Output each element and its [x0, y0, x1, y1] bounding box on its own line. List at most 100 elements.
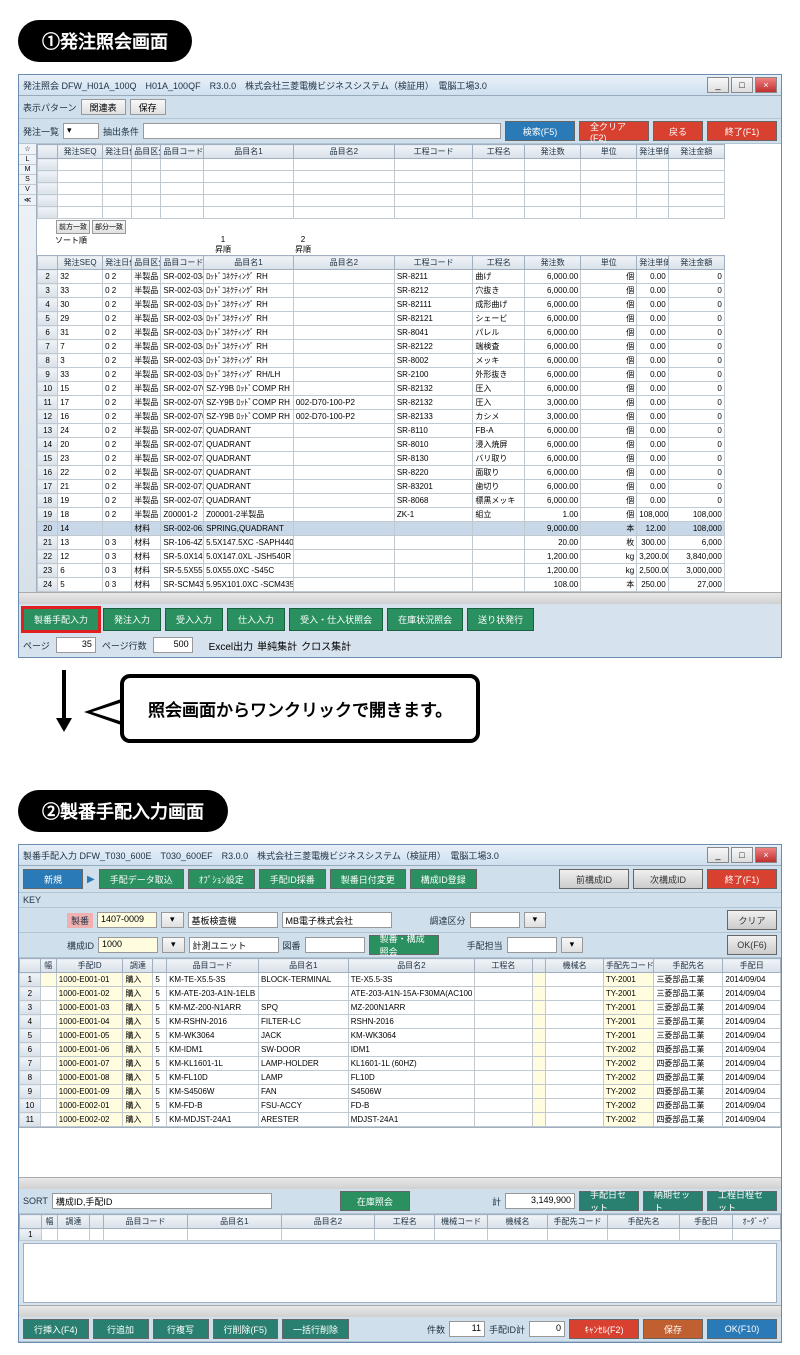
tantou-input[interactable] [507, 937, 557, 953]
row-edit-button[interactable]: 行追加 [93, 1319, 149, 1339]
top-button[interactable]: 製番日付変更 [330, 869, 406, 889]
ok-button-top[interactable]: OK(F6) [727, 935, 777, 955]
close-icon-2[interactable]: × [755, 847, 777, 863]
table-row[interactable]: 101000-E002-01購入5KM-FD-BFSU-ACCYFD-BTY-2… [20, 1099, 781, 1113]
table-row[interactable]: 830 2半製品SR-002-034-101ﾛｯﾄﾞｺﾈｸﾃｨﾝｸﾞ RHSR-… [38, 354, 781, 368]
action-button[interactable]: 製番手配入力 [23, 608, 99, 631]
col-header[interactable]: 発注数 [525, 256, 581, 270]
filter-input[interactable] [143, 123, 501, 139]
col-header[interactable]: 単位 [581, 256, 637, 270]
company-field[interactable]: MB電子株式会社 [282, 912, 392, 928]
col-header[interactable]: 発注金額 [668, 145, 724, 159]
clear-button-2[interactable]: クリア [727, 910, 777, 930]
action-button[interactable]: クロス集計 [301, 638, 351, 653]
table-row[interactable]: 81000-E001-08購入5KM-FL10DLAMPFL10DTY-2002… [20, 1071, 781, 1085]
col-header[interactable]: 調達 [123, 959, 153, 973]
top-button[interactable]: 構成ID登録 [410, 869, 477, 889]
table-row[interactable]: 11170 2半製品SR-002-070-100P2SZ-Y9B ﾛｯﾄﾞCOM… [38, 396, 781, 410]
action-button[interactable]: Excel出力 [209, 638, 253, 653]
list-dropdown[interactable]: ▾ [63, 123, 99, 139]
set-koutei-button[interactable]: 工程日程セット [707, 1191, 777, 1211]
row-edit-button[interactable]: 行挿入(F4) [23, 1319, 89, 1339]
tehai-grid[interactable]: 幅手配ID調達品目コード品目名1品目名2工程名機械名手配先コード手配先名手配日 … [19, 958, 781, 1127]
col-header[interactable]: 品目コード [103, 1215, 187, 1229]
col-header[interactable]: 手配先コード [603, 959, 654, 973]
side-M[interactable]: M [19, 165, 36, 175]
maximize-icon[interactable]: □ [731, 77, 753, 93]
col-header[interactable]: 工程名 [473, 145, 525, 159]
col-header[interactable]: 品目名2 [348, 959, 474, 973]
col-header[interactable]: 工程名 [473, 256, 525, 270]
table-row[interactable]: 11000-E001-01購入5KM-TE-X5.5-3SBLOCK-TERMI… [20, 973, 781, 987]
zaiko-button[interactable]: 在庫照会 [340, 1191, 410, 1211]
col-header[interactable] [532, 959, 546, 973]
hscroll-3[interactable] [19, 1305, 781, 1317]
col-header[interactable]: 調達 [58, 1215, 89, 1229]
save-button[interactable]: 保存 [643, 1319, 703, 1339]
action-button[interactable]: 仕入入力 [227, 608, 285, 631]
top-button[interactable]: ｵﾌﾟｼｮﾝ設定 [188, 869, 255, 889]
ok-button[interactable]: OK(F10) [707, 1319, 777, 1339]
col-header[interactable]: 発注日付区分 [103, 256, 132, 270]
table-row[interactable]: 71000-E001-07購入5KM-KL1601-1LLAMP-HOLDERK… [20, 1057, 781, 1071]
col-header[interactable]: 工程コード [394, 256, 473, 270]
desc-field[interactable]: 基板検査機 [188, 912, 278, 928]
col-header[interactable]: 品目名1 [259, 959, 349, 973]
unit-field[interactable]: 計測ユニット [189, 937, 279, 953]
seiban-input[interactable]: 1407-0009 [97, 912, 157, 928]
exit-button-2[interactable]: 終了(F1) [707, 869, 777, 889]
col-header[interactable] [153, 959, 167, 973]
table-row[interactable]: 16220 2半製品SR-002-072-020AQUADRANTSR-8220… [38, 466, 781, 480]
table-row[interactable]: 13240 2半製品SR-002-072-020AQUADRANTSR-8110… [38, 424, 781, 438]
table-row[interactable]: 770 2半製品SR-002-034-101ﾛｯﾄﾞｺﾈｸﾃｨﾝｸﾞ RHSR-… [38, 340, 781, 354]
col-header[interactable]: 発注単価 [637, 256, 668, 270]
col-header[interactable]: 幅 [40, 959, 56, 973]
tantou-lookup[interactable]: ▾ [561, 937, 584, 953]
page-value[interactable]: 35 [56, 637, 96, 653]
col-header[interactable] [20, 959, 41, 973]
order-grid[interactable]: 発注SEQ発注日付区分品目区分名品目コード品目名1品目名2工程コード工程名発注数… [37, 255, 781, 592]
search-button[interactable]: 検索(F5) [505, 121, 575, 141]
col-header[interactable]: 単位 [581, 145, 637, 159]
sort-col-1[interactable]: 1 昇順 [183, 235, 263, 255]
kousei-input[interactable]: 1000 [98, 937, 158, 953]
col-header[interactable]: 発注SEQ [58, 256, 103, 270]
tyousei-input[interactable] [470, 912, 520, 928]
col-header[interactable]: 品目名2 [293, 145, 394, 159]
col-header[interactable]: 手配先名 [654, 959, 723, 973]
col-header[interactable]: 品目コード [167, 959, 259, 973]
table-row[interactable]: 19180 2半製品Z00001-2Z00001-2半製品ZK-1組立1.00個… [38, 508, 781, 522]
col-header[interactable]: 機械名 [488, 1215, 548, 1229]
col-header[interactable]: 手配先コード [548, 1215, 608, 1229]
sort-value[interactable]: 構成ID,手配ID [52, 1193, 272, 1209]
col-header[interactable] [89, 1215, 103, 1229]
col-header[interactable]: 品目名1 [204, 145, 294, 159]
table-row[interactable]: 18190 2半製品SR-002-072-020AQUADRANTSR-8068… [38, 494, 781, 508]
table-row[interactable]: 3330 2半製品SR-002-034-101ﾛｯﾄﾞｺﾈｸﾃｨﾝｸﾞ RHSR… [38, 284, 781, 298]
table-row[interactable]: 14200 2半製品SR-002-072-020AQUADRANTSR-8010… [38, 438, 781, 452]
side-L[interactable]: L [19, 155, 36, 165]
seiban-lookup[interactable]: ▾ [161, 912, 184, 928]
row-edit-button[interactable]: 行複写 [153, 1319, 209, 1339]
clear-all-button[interactable]: 全クリア(F2) [579, 121, 649, 141]
table-row[interactable]: 9330 2半製品SR-002-034/44-10ﾛｯﾄﾞｺﾈｸﾃｨﾝｸﾞ RH… [38, 368, 781, 382]
table-row[interactable]: 10150 2半製品SR-002-070-100P1SZ-Y9B ﾛｯﾄﾞCOM… [38, 382, 781, 396]
next-kousei-button[interactable]: 次構成ID [633, 869, 703, 889]
side-collapse[interactable]: ≪ [19, 195, 36, 206]
table-row[interactable]: 51000-E001-05購入5KM-WK3064JACKKM-WK3064TY… [20, 1029, 781, 1043]
side-star[interactable]: ☆ [19, 144, 36, 155]
table-row[interactable]: 61000-E001-06購入5KM-IDM1SW-DOORIDM1TY-200… [20, 1043, 781, 1057]
rows-value[interactable]: 500 [153, 637, 193, 653]
table-row[interactable]: 21000-E001-02購入5KM-ATE-203-A1N-1ELBATE-2… [20, 987, 781, 1001]
col-header[interactable] [38, 145, 58, 159]
top-button[interactable]: 手配ID採番 [259, 869, 326, 889]
table-row[interactable]: 91000-E001-09購入5KM-S4506WFANS4506WTY-200… [20, 1085, 781, 1099]
table-row[interactable]: 111000-E002-02購入5KM-MDJST-24A1ARESTERMDJ… [20, 1113, 781, 1127]
table-row[interactable]: 31000-E001-03購入5KM-MZ-200-N1ARRSPQMZ-200… [20, 1001, 781, 1015]
action-button[interactable]: 発注入力 [103, 608, 161, 631]
col-header[interactable]: ｵｰﾀﾞｰｸﾞ [732, 1215, 780, 1229]
related-button[interactable]: 関連表 [81, 99, 126, 115]
action-button[interactable]: 受入・仕入状照会 [289, 608, 383, 631]
col-header[interactable]: 発注金額 [668, 256, 724, 270]
col-header[interactable]: 機械コード [435, 1215, 488, 1229]
